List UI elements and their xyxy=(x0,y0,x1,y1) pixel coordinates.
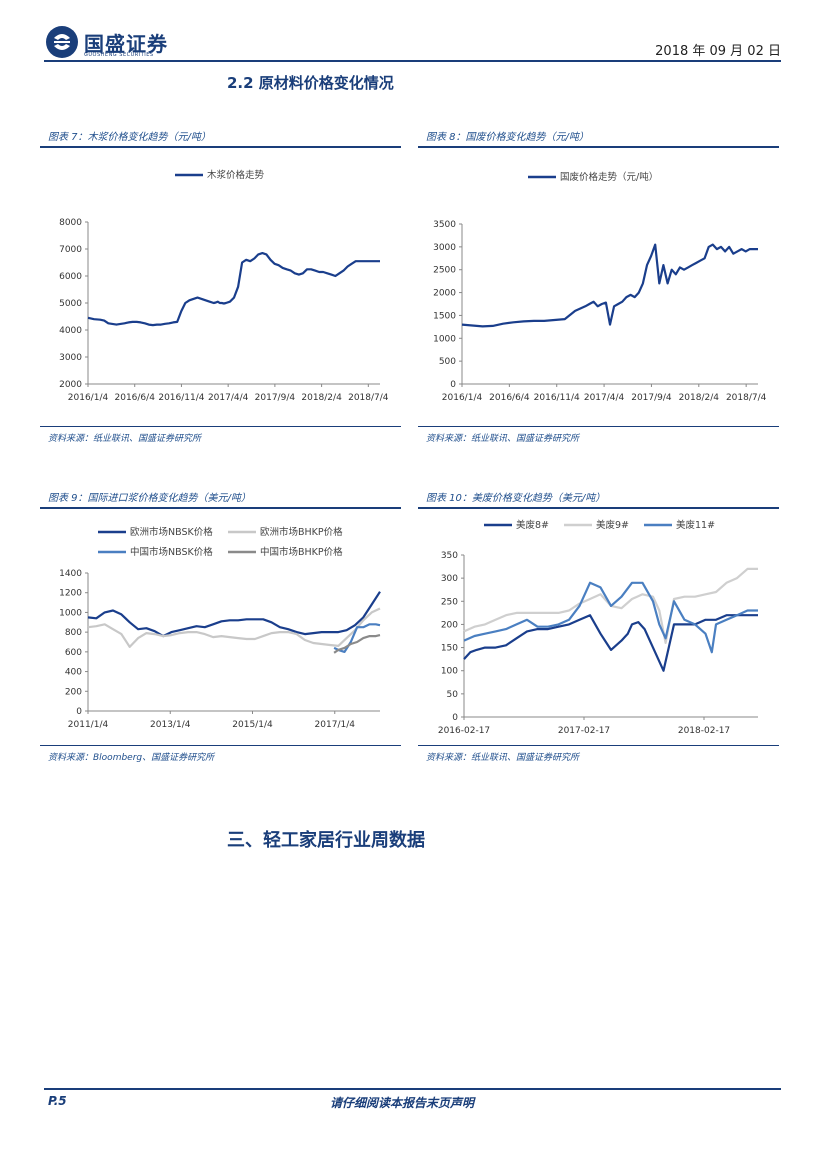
figure-9-chart: 0 200 400 600 800 1000 1200 1400 2011/1/4 2013/1/… xyxy=(40,511,401,741)
y-tick-label: 7000 xyxy=(59,245,82,255)
figure-10-top-rule xyxy=(418,507,779,509)
x-tick-label: 2016/1/4 xyxy=(68,393,109,403)
figure-9-top-rule xyxy=(40,507,401,509)
figure-8-title: 图表 8：国废价格变化趋势（元/吨） xyxy=(426,128,589,143)
y-tick-label: 3000 xyxy=(433,243,456,253)
x-tick-label: 2018/7/4 xyxy=(726,393,767,403)
y-tick-label: 50 xyxy=(447,690,459,700)
x-tick-label: 2018-02-17 xyxy=(678,726,730,736)
figure-9-source: 资料来源：Bloomberg、国盛证券研究所 xyxy=(48,750,214,763)
legend-label: 欧洲市场BHKP价格 xyxy=(260,526,343,538)
figure-7-top-rule xyxy=(40,146,401,148)
y-tick-label: 3500 xyxy=(433,220,456,230)
y-tick-label: 500 xyxy=(439,357,456,367)
figure-8-chart: 0 500 1000 1500 2000 2500 3000 3500 2016/1/4 2016… xyxy=(418,150,779,420)
y-tick-label: 800 xyxy=(65,628,82,638)
y-tick-label: 300 xyxy=(441,574,458,584)
y-tick-label: 200 xyxy=(441,620,458,630)
y-tick-label: 3000 xyxy=(59,353,82,363)
figure-8-top-rule xyxy=(418,146,779,148)
disclaimer-note: 请仔细阅读本报告末页声明 xyxy=(330,1094,474,1111)
y-tick-label: 1400 xyxy=(59,569,82,579)
header-divider xyxy=(44,60,781,62)
legend-label: 美废8# xyxy=(516,519,549,531)
x-tick-label: 2017/9/4 xyxy=(255,393,296,403)
series-line-1 xyxy=(88,253,380,325)
legend-label: 美废11# xyxy=(676,519,715,531)
chart-svg: 0 500 1000 1500 2000 2500 3000 3500 2016/1/4 2016… xyxy=(418,150,779,420)
y-tick-label: 350 xyxy=(441,551,458,561)
series-line-3 xyxy=(334,624,380,652)
y-tick-label: 8000 xyxy=(59,218,82,228)
figure-7-source: 资料来源：纸业联讯、国盛证券研究所 xyxy=(48,431,201,444)
report-date: 2018 年 09 月 02 日 xyxy=(655,40,781,59)
section-title: 2.2 原材料价格变化情况 xyxy=(227,72,394,93)
x-tick-label: 2015/1/4 xyxy=(232,720,273,730)
series-line-1 xyxy=(88,592,380,636)
y-tick-label: 1500 xyxy=(433,311,456,321)
x-tick-label: 2018/2/4 xyxy=(679,393,720,403)
y-tick-label: 6000 xyxy=(59,272,82,282)
y-tick-label: 0 xyxy=(450,380,456,390)
figure-10-bottom-rule xyxy=(418,745,779,746)
y-tick-label: 1000 xyxy=(433,334,456,344)
figure-7-title: 图表 7：木浆价格变化趋势（元/吨） xyxy=(48,128,211,143)
figure-10-source: 资料来源：纸业联讯、国盛证券研究所 xyxy=(426,750,579,763)
chart-svg: 0 200 400 600 800 1000 1200 1400 2011/1/4 2013/1/… xyxy=(40,511,401,741)
figure-9-bottom-rule xyxy=(40,745,401,746)
x-tick-label: 2013/1/4 xyxy=(150,720,191,730)
x-tick-label: 2016/11/4 xyxy=(534,393,580,403)
y-tick-label: 2000 xyxy=(59,380,82,390)
legend-label: 国废价格走势（元/吨） xyxy=(560,171,658,183)
legend-label: 美废9# xyxy=(596,519,629,531)
x-tick-label: 2018/2/4 xyxy=(301,393,342,403)
footer-divider xyxy=(44,1088,781,1090)
y-tick-label: 150 xyxy=(441,644,458,654)
figure-9-title: 图表 9：国际进口浆价格变化趋势（美元/吨） xyxy=(48,489,251,504)
brand-subname: GUOSHENG SECURITIES xyxy=(84,52,154,58)
x-tick-label: 2017/4/4 xyxy=(208,393,249,403)
y-tick-label: 0 xyxy=(452,713,458,723)
y-tick-label: 0 xyxy=(76,707,82,717)
chart-svg: 0 50 100 150 200 250 300 350 2016-02-17 2017-02-1… xyxy=(418,511,779,741)
x-tick-label: 2016/6/4 xyxy=(489,393,530,403)
figure-7-bottom-rule xyxy=(40,426,401,427)
x-tick-label: 2017/9/4 xyxy=(631,393,672,403)
x-tick-label: 2011/1/4 xyxy=(68,720,109,730)
x-tick-label: 2017/4/4 xyxy=(584,393,625,403)
y-tick-label: 5000 xyxy=(59,299,82,309)
y-tick-label: 1000 xyxy=(59,608,82,618)
figure-10-chart: 0 50 100 150 200 250 300 350 2016-02-17 2017-02-1… xyxy=(418,511,779,741)
y-tick-label: 1200 xyxy=(59,589,82,599)
x-tick-label: 2017-02-17 xyxy=(558,726,610,736)
x-tick-label: 2016/1/4 xyxy=(442,393,483,403)
y-tick-label: 250 xyxy=(441,597,458,607)
page-number: P.5 xyxy=(48,1094,67,1108)
figure-8-bottom-rule xyxy=(418,426,779,427)
figure-8-source: 资料来源：纸业联讯、国盛证券研究所 xyxy=(426,431,579,444)
x-tick-label: 2016/11/4 xyxy=(158,393,204,403)
y-tick-label: 2000 xyxy=(433,289,456,299)
series-line-2 xyxy=(88,609,380,647)
legend-label: 中国市场BHKP价格 xyxy=(260,546,343,558)
x-tick-label: 2016-02-17 xyxy=(438,726,490,736)
chart-svg: 2000 3000 4000 5000 6000 7000 8000 2016/1/4 2016… xyxy=(40,150,401,420)
y-tick-label: 600 xyxy=(65,648,82,658)
figure-10-title: 图表 10：美废价格变化趋势（美元/吨） xyxy=(426,489,605,504)
legend-label: 欧洲市场NBSK价格 xyxy=(130,526,213,538)
y-tick-label: 400 xyxy=(65,668,82,678)
legend-label: 木浆价格走势 xyxy=(207,169,265,181)
series-line-1 xyxy=(462,245,758,327)
y-tick-label: 200 xyxy=(65,687,82,697)
x-tick-label: 2016/6/4 xyxy=(115,393,156,403)
legend-label: 中国市场NBSK价格 xyxy=(130,546,213,558)
brand-logo-icon xyxy=(44,24,80,60)
y-tick-label: 4000 xyxy=(59,326,82,336)
y-tick-label: 100 xyxy=(441,667,458,677)
section-3-title: 三、轻工家居行业周数据 xyxy=(227,826,425,852)
figure-7-chart: 2000 3000 4000 5000 6000 7000 8000 2016/1/4 2016… xyxy=(40,150,401,420)
x-tick-label: 2017/1/4 xyxy=(315,720,356,730)
y-tick-label: 2500 xyxy=(433,266,456,276)
x-tick-label: 2018/7/4 xyxy=(348,393,389,403)
